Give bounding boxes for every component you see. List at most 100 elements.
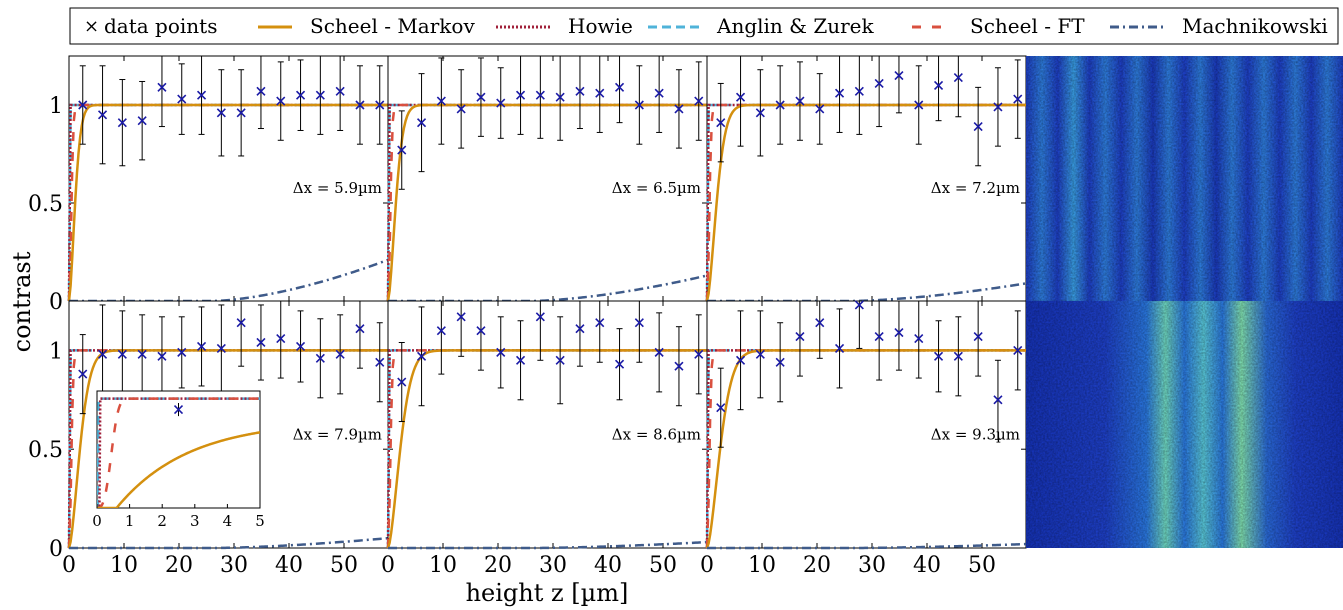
data-point-marker: [397, 377, 407, 387]
data-point-stroke: [496, 98, 506, 108]
data-point-marker: [634, 318, 644, 328]
data-point-stroke: [894, 71, 904, 81]
data-point-marker: [694, 96, 704, 106]
panel-dx-label: Δx = 6.5µm: [612, 179, 701, 197]
data-point-marker: [535, 90, 545, 100]
data-point-marker: [535, 312, 545, 322]
curve-machnikowski: [69, 258, 389, 303]
data-point-marker: [634, 100, 644, 110]
data-point-stroke: [775, 357, 785, 367]
data-point-stroke: [694, 96, 704, 106]
data-point-stroke: [755, 349, 765, 359]
x-tick-label: 20: [484, 553, 512, 578]
data-point-marker: [315, 353, 325, 363]
data-point-stroke: [535, 90, 545, 100]
data-point-marker: [795, 96, 805, 106]
data-point-stroke: [196, 341, 207, 352]
fringe-image-top: [1026, 56, 1343, 301]
data-point-marker: [276, 96, 286, 106]
data-point-stroke: [555, 92, 565, 102]
data-point-marker: [97, 110, 108, 120]
data-point-stroke: [854, 86, 864, 96]
data-point-stroke: [256, 86, 266, 96]
data-point-marker: [953, 72, 963, 83]
data-point-marker: [335, 86, 345, 96]
data-point-stroke: [755, 108, 765, 118]
data-point-stroke: [216, 343, 226, 353]
x-tick-label: 10: [429, 553, 457, 578]
y-tick-label: 0: [49, 290, 63, 315]
data-point-marker: [295, 341, 306, 352]
panel-6: 0 10 20 30 40 50 Δx = 9.3µm: [700, 300, 1027, 578]
data-point-stroke: [815, 318, 825, 328]
data-point-stroke: [933, 351, 944, 361]
data-point-marker: [216, 343, 226, 353]
legend-label-scheel-ft: Scheel - FT: [970, 14, 1085, 38]
curve-machnikowski: [69, 536, 389, 550]
data-point-marker: [355, 324, 365, 334]
legend-anglin-zurek: Anglin & Zurek: [648, 14, 874, 38]
data-point-marker: [177, 347, 187, 357]
data-point-stroke: [117, 118, 127, 128]
data-point-stroke: [735, 92, 746, 102]
data-point-stroke: [614, 82, 625, 92]
x-tick-label: 10: [748, 553, 776, 578]
data-point-marker: [914, 333, 924, 344]
data-point-stroke: [973, 332, 983, 342]
inset-x-tick-label: 1: [125, 512, 135, 530]
data-point-stroke: [614, 359, 625, 369]
legend-machnikowski: Machnikowski: [1110, 14, 1328, 38]
data-point-marker: [795, 332, 805, 342]
data-point-marker: [335, 349, 345, 359]
data-point-stroke: [775, 100, 785, 110]
data-point-stroke: [654, 88, 664, 98]
data-point-marker: [137, 349, 147, 359]
data-point-stroke: [97, 110, 108, 120]
data-point-marker: [874, 78, 884, 89]
x-tick-label: 30: [539, 553, 567, 578]
data-point-marker: [854, 300, 864, 310]
legend-label-anglin-zurek: Anglin & Zurek: [716, 14, 874, 38]
data-point-marker: [614, 359, 625, 369]
curve-machnikowski: [388, 540, 708, 550]
data-point-marker: [953, 351, 963, 361]
data-point-marker: [496, 98, 506, 108]
legend-scheel-markov: Scheel - Markov: [258, 14, 475, 38]
data-point-marker: [654, 347, 664, 357]
data-point-marker: [674, 104, 684, 114]
data-point-marker: [815, 318, 825, 328]
data-point-marker: [775, 100, 785, 110]
data-point-marker: [236, 108, 246, 118]
data-point-stroke: [315, 353, 325, 363]
data-point-marker: [815, 104, 825, 114]
data-point-marker: [894, 71, 904, 81]
data-point-stroke: [355, 324, 365, 334]
data-point-marker: [295, 90, 306, 100]
data-point-stroke: [654, 347, 664, 357]
data-point-marker: [614, 82, 625, 92]
data-point-stroke: [436, 96, 446, 106]
data-point-stroke: [397, 145, 407, 155]
inset-curve-scheel-ft: [97, 397, 260, 508]
data-point-marker: [157, 82, 167, 92]
data-point-marker: [276, 333, 286, 344]
data-point-stroke: [735, 355, 746, 365]
data-point-marker: [555, 355, 565, 365]
data-point-stroke: [456, 104, 466, 114]
data-point-marker: [716, 403, 726, 413]
data-point-marker: [97, 349, 108, 359]
data-point-stroke: [157, 351, 167, 361]
x-tick-label: 20: [165, 553, 193, 578]
data-point-stroke: [993, 395, 1003, 405]
data-point-stroke: [515, 90, 526, 100]
data-point-stroke: [216, 108, 226, 118]
data-point-stroke: [137, 116, 147, 126]
data-point-marker: [256, 86, 266, 96]
legend: × data points Scheel - Markov Howie Angl…: [69, 7, 1339, 45]
data-point-marker: [894, 328, 904, 338]
data-point-marker: [456, 312, 466, 322]
data-point-marker: [654, 88, 664, 98]
data-point-stroke: [476, 326, 486, 336]
